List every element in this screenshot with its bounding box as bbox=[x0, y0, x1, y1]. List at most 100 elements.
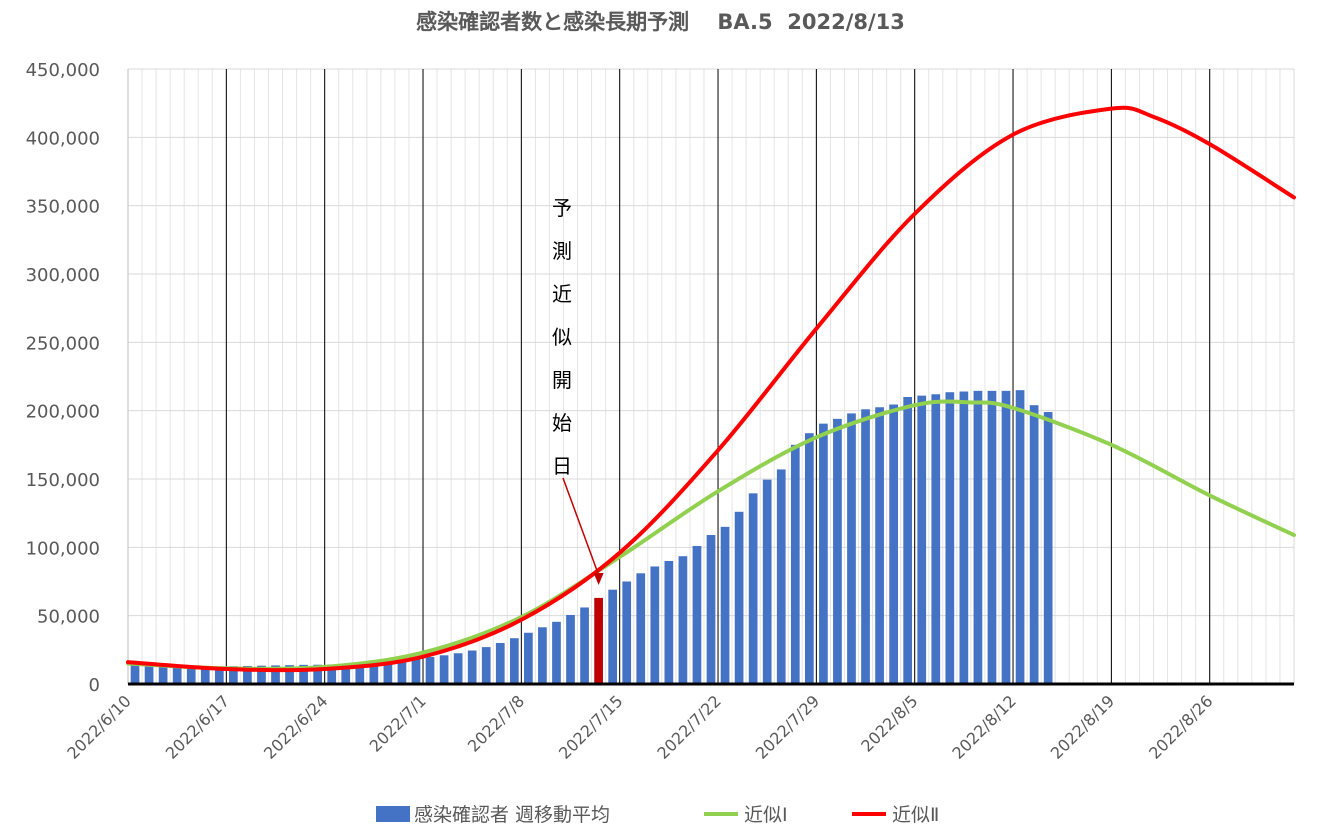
bar bbox=[636, 573, 646, 684]
bar bbox=[1015, 390, 1025, 684]
bar bbox=[341, 663, 351, 684]
bar bbox=[383, 661, 393, 684]
bar bbox=[903, 397, 913, 684]
bar bbox=[172, 666, 182, 684]
bar bbox=[271, 665, 280, 684]
x-tick-label: 2022/7/29 bbox=[752, 691, 823, 762]
annotation-label: 予測近似開始日 bbox=[552, 196, 572, 478]
bar bbox=[790, 444, 800, 684]
bar bbox=[439, 655, 449, 684]
bar bbox=[1043, 412, 1053, 684]
bar bbox=[608, 589, 618, 684]
bar bbox=[467, 650, 477, 684]
x-tick-label: 2022/6/17 bbox=[162, 691, 233, 762]
legend-label-approx-1: 近似Ⅰ bbox=[744, 804, 788, 826]
bar bbox=[889, 404, 898, 684]
bar bbox=[327, 664, 337, 684]
bar bbox=[495, 643, 505, 684]
bar bbox=[973, 390, 983, 684]
bar bbox=[369, 662, 379, 684]
bar bbox=[748, 493, 758, 684]
chart-title: 感染確認者数と感染長期予測 BA.5 2022/8/13 bbox=[416, 10, 905, 34]
bar bbox=[1029, 405, 1039, 684]
bar bbox=[959, 391, 969, 684]
bar bbox=[566, 614, 575, 684]
y-tick-label: 400,000 bbox=[26, 128, 100, 149]
annotation-arrow-head bbox=[593, 573, 604, 585]
bar bbox=[762, 479, 772, 684]
x-tick-label: 2022/8/5 bbox=[857, 691, 921, 755]
bar bbox=[987, 390, 997, 684]
y-tick-label: 200,000 bbox=[26, 402, 100, 423]
x-tick-label: 2022/6/10 bbox=[63, 691, 134, 762]
bar bbox=[552, 621, 561, 684]
x-tick-label: 2022/7/8 bbox=[464, 691, 528, 755]
y-tick-label: 150,000 bbox=[26, 470, 100, 491]
bar bbox=[214, 666, 224, 684]
series-line-approx-1 bbox=[126, 399, 1296, 671]
x-tick-label: 2022/6/24 bbox=[260, 691, 331, 762]
annotation-arrow-shaft bbox=[562, 477, 600, 576]
y-tick-label: 50,000 bbox=[37, 607, 100, 628]
bar bbox=[1001, 390, 1011, 684]
bar bbox=[130, 665, 140, 684]
bar bbox=[229, 666, 238, 684]
x-tick-label: 2022/7/1 bbox=[366, 691, 430, 755]
bar bbox=[200, 666, 210, 684]
x-tick-label: 2022/8/26 bbox=[1145, 691, 1216, 762]
legend: 感染確認者 週移動平均 近似Ⅰ 近似Ⅱ bbox=[376, 804, 939, 826]
grid bbox=[127, 68, 1295, 684]
bar bbox=[425, 656, 435, 684]
y-tick-label: 0 bbox=[89, 675, 100, 696]
bar bbox=[580, 607, 589, 684]
bar bbox=[706, 535, 716, 684]
bar bbox=[397, 660, 407, 684]
y-tick-label: 350,000 bbox=[26, 197, 100, 218]
bar bbox=[538, 627, 547, 684]
bar bbox=[847, 413, 856, 684]
bar bbox=[678, 556, 688, 684]
bar bbox=[355, 663, 365, 684]
y-tick-label: 450,000 bbox=[26, 60, 100, 81]
bar bbox=[481, 647, 491, 684]
bars bbox=[130, 390, 1053, 684]
y-tick-label: 300,000 bbox=[26, 265, 100, 286]
bar bbox=[622, 581, 632, 684]
bar bbox=[257, 665, 266, 684]
bar bbox=[720, 526, 730, 684]
bar bbox=[833, 418, 842, 684]
bar bbox=[524, 632, 533, 684]
bar bbox=[692, 545, 702, 684]
x-tick-label: 2022/8/19 bbox=[1047, 691, 1118, 762]
bar bbox=[594, 597, 603, 684]
bar bbox=[931, 394, 941, 684]
bar bbox=[299, 664, 308, 684]
bar bbox=[650, 566, 660, 684]
bar bbox=[804, 433, 814, 684]
x-tick-label: 2022/7/22 bbox=[653, 691, 724, 762]
annotation: 予測近似開始日 bbox=[552, 196, 604, 585]
y-tick-label: 250,000 bbox=[26, 333, 100, 354]
bar bbox=[945, 392, 955, 684]
bar bbox=[861, 409, 870, 684]
bar bbox=[158, 666, 168, 684]
bar bbox=[411, 658, 421, 684]
series-line-approx-2 bbox=[126, 105, 1296, 673]
bar bbox=[819, 423, 828, 684]
legend-label-approx-2: 近似Ⅱ bbox=[892, 804, 939, 826]
lines bbox=[126, 105, 1296, 673]
bar bbox=[144, 665, 154, 684]
bar bbox=[509, 638, 519, 684]
legend-swatch-bars bbox=[376, 806, 410, 822]
axes: 0 50,000 100,000 150,000 200,000 250,000 300,0… bbox=[26, 60, 1294, 763]
x-tick-label: 2022/8/12 bbox=[948, 691, 1019, 762]
bar bbox=[776, 469, 786, 684]
bar bbox=[285, 665, 294, 684]
bar bbox=[243, 665, 252, 684]
bar bbox=[186, 666, 196, 684]
bar bbox=[453, 653, 463, 684]
bar bbox=[313, 664, 323, 684]
bar bbox=[734, 511, 744, 684]
bar bbox=[875, 407, 884, 684]
